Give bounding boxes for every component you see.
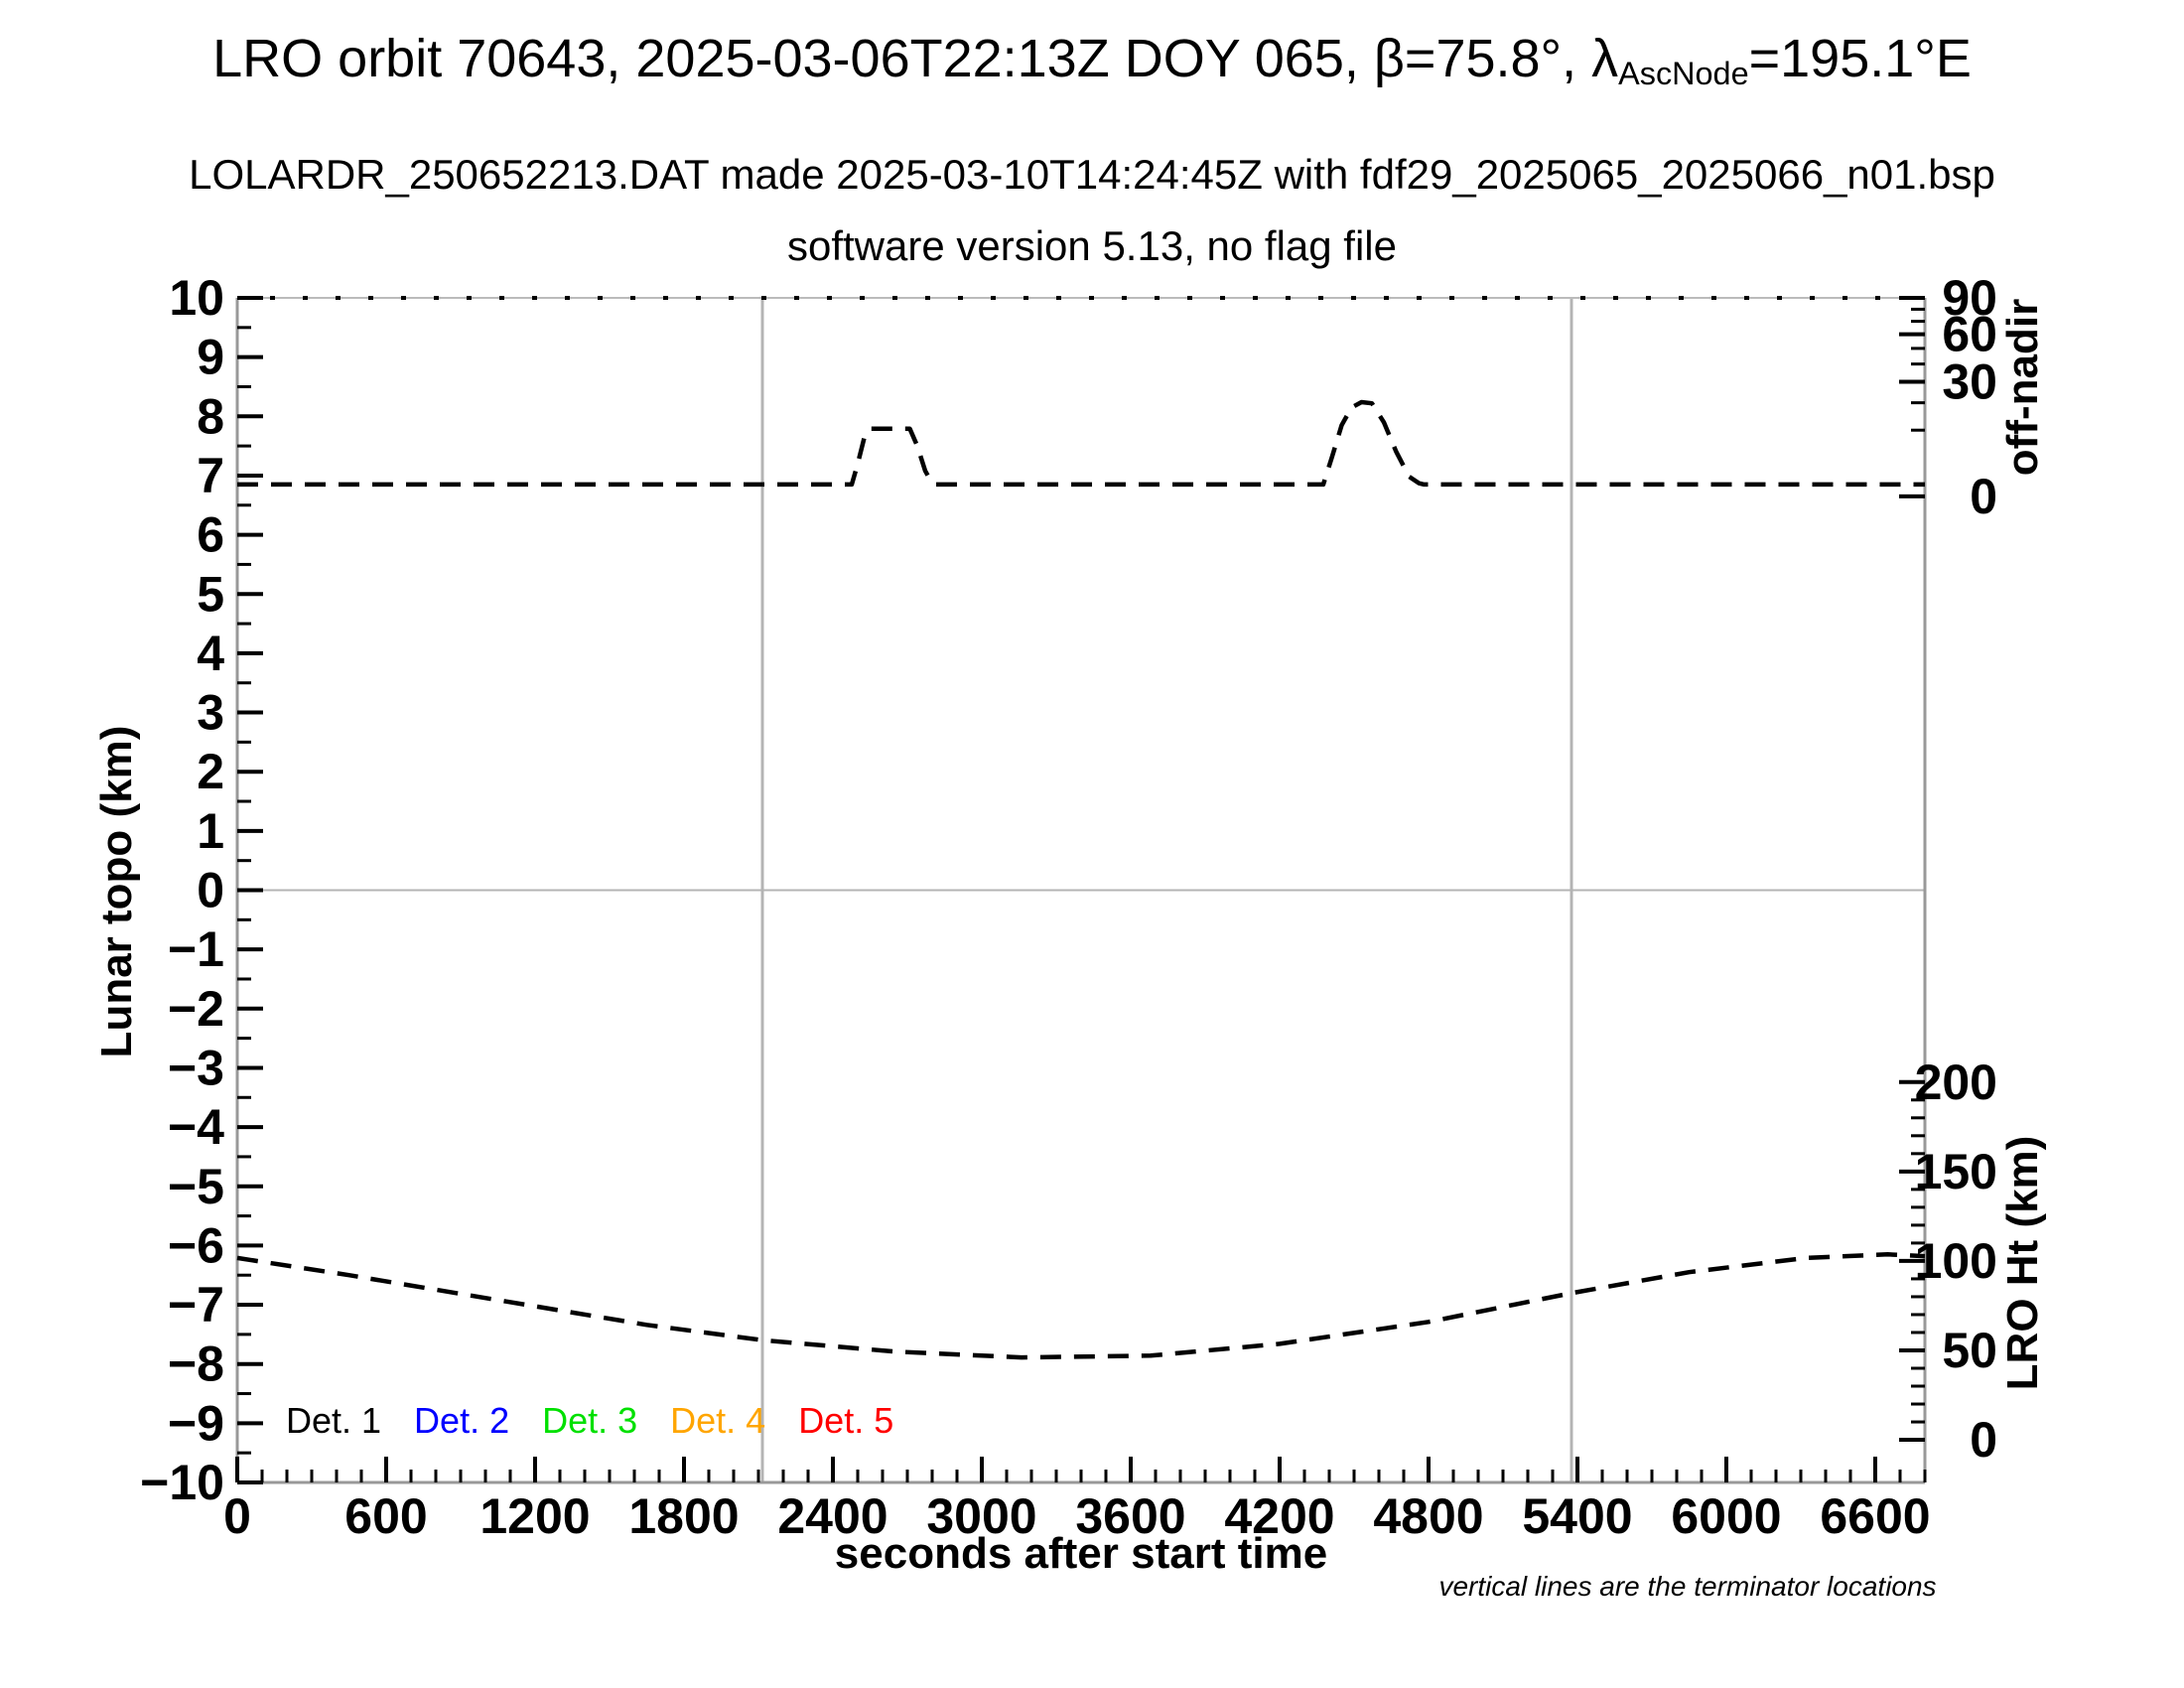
y-tick-label-8: 8 [197,388,224,444]
x-tick-label-5400: 5400 [1522,1488,1632,1544]
offnadir-tick-label-90: 90 [1942,270,1997,326]
y-tick-label-7: 7 [197,448,224,503]
offnadir-tick-label-60: 60 [1942,307,1997,362]
x-tick-label-4800: 4800 [1373,1488,1483,1544]
y-tick-label--10: −10 [140,1455,224,1510]
x-tick-label-3000: 3000 [926,1488,1036,1544]
y-tick-label--4: −4 [168,1099,224,1155]
ht-tick-label-50: 50 [1942,1323,1997,1378]
subtitle-version-line: software version 5.13, no flag file [786,222,1397,269]
y-tick-label-9: 9 [197,330,224,385]
legend-item-det-3: Det. 3 [542,1400,638,1441]
page-title-text: LRO orbit 70643, 2025-03-06T22:13Z DOY 0… [212,29,1619,88]
x-tick-label-3600: 3600 [1075,1488,1185,1544]
y-axis-label-lunar-topo: Lunar topo (km) [92,725,141,1058]
ht-tick-label-150: 150 [1915,1144,1997,1199]
x-tick-label-600: 600 [344,1488,427,1544]
x-tick-label-1200: 1200 [479,1488,590,1544]
terminator-footnote: vertical lines are the terminator locati… [1438,1571,1937,1602]
page-title: LRO orbit 70643, 2025-03-06T22:13Z DOY 0… [0,28,2184,92]
series-curve-2-LRO-height-track [236,1252,1926,1360]
y-tick-label--5: −5 [168,1159,224,1214]
y-tick-label--7: −7 [168,1277,224,1333]
page-title-subscript: AscNode [1618,56,1749,92]
x-tick-label-1800: 1800 [628,1488,739,1544]
y-tick-label-4: 4 [197,626,224,681]
x-tick-label-6000: 6000 [1671,1488,1781,1544]
x-axis-label: seconds after start time [834,1529,1328,1578]
offnadir-tick-label-30: 30 [1942,353,1997,409]
subtitle-file-line: LOLARDR_250652213.DAT made 2025-03-10T14… [189,151,1995,198]
legend-item-det-2: Det. 2 [414,1400,510,1441]
ht-tick-label-200: 200 [1915,1055,1997,1110]
y-tick-label--9: −9 [168,1395,224,1451]
y-tick-label-2: 2 [197,744,224,799]
y-axis-label-off-nadir: off-nadir [1998,298,2047,477]
y-tick-label-3: 3 [197,685,224,741]
y-tick-label--1: −1 [168,921,224,977]
ht-tick-label-0: 0 [1970,1412,1997,1468]
y-tick-label--2: −2 [168,981,224,1037]
detector-legend: Det. 1 Det. 2 Det. 3 Det. 4 Det. 5 [286,1400,926,1442]
page-title-suffix: =195.1°E [1748,29,1972,88]
ht-tick-label-100: 100 [1915,1233,1997,1289]
y-tick-label-0: 0 [197,863,224,918]
legend-item-det-5: Det. 5 [798,1400,894,1441]
y-tick-label--8: −8 [168,1336,224,1392]
legend-item-det-1: Det. 1 [286,1400,382,1441]
y-tick-label--6: −6 [168,1217,224,1273]
y-tick-label-10: 10 [169,270,224,326]
y-tick-label-6: 6 [197,507,224,563]
x-tick-label-0: 0 [223,1488,251,1544]
y-tick-label-5: 5 [197,566,224,622]
x-tick-label-6600: 6600 [1820,1488,1930,1544]
y-axis-label-lro-height: LRO Ht (km) [1998,1135,2047,1391]
y-tick-label-1: 1 [197,803,224,859]
offnadir-tick-label-0: 0 [1970,469,1997,524]
y-tick-label--3: −3 [168,1040,224,1095]
x-tick-label-4200: 4200 [1224,1488,1334,1544]
legend-item-det-4: Det. 4 [670,1400,766,1441]
x-tick-label-2400: 2400 [777,1488,887,1544]
series-curve-1-off-nadir-angle-track [237,399,1925,488]
